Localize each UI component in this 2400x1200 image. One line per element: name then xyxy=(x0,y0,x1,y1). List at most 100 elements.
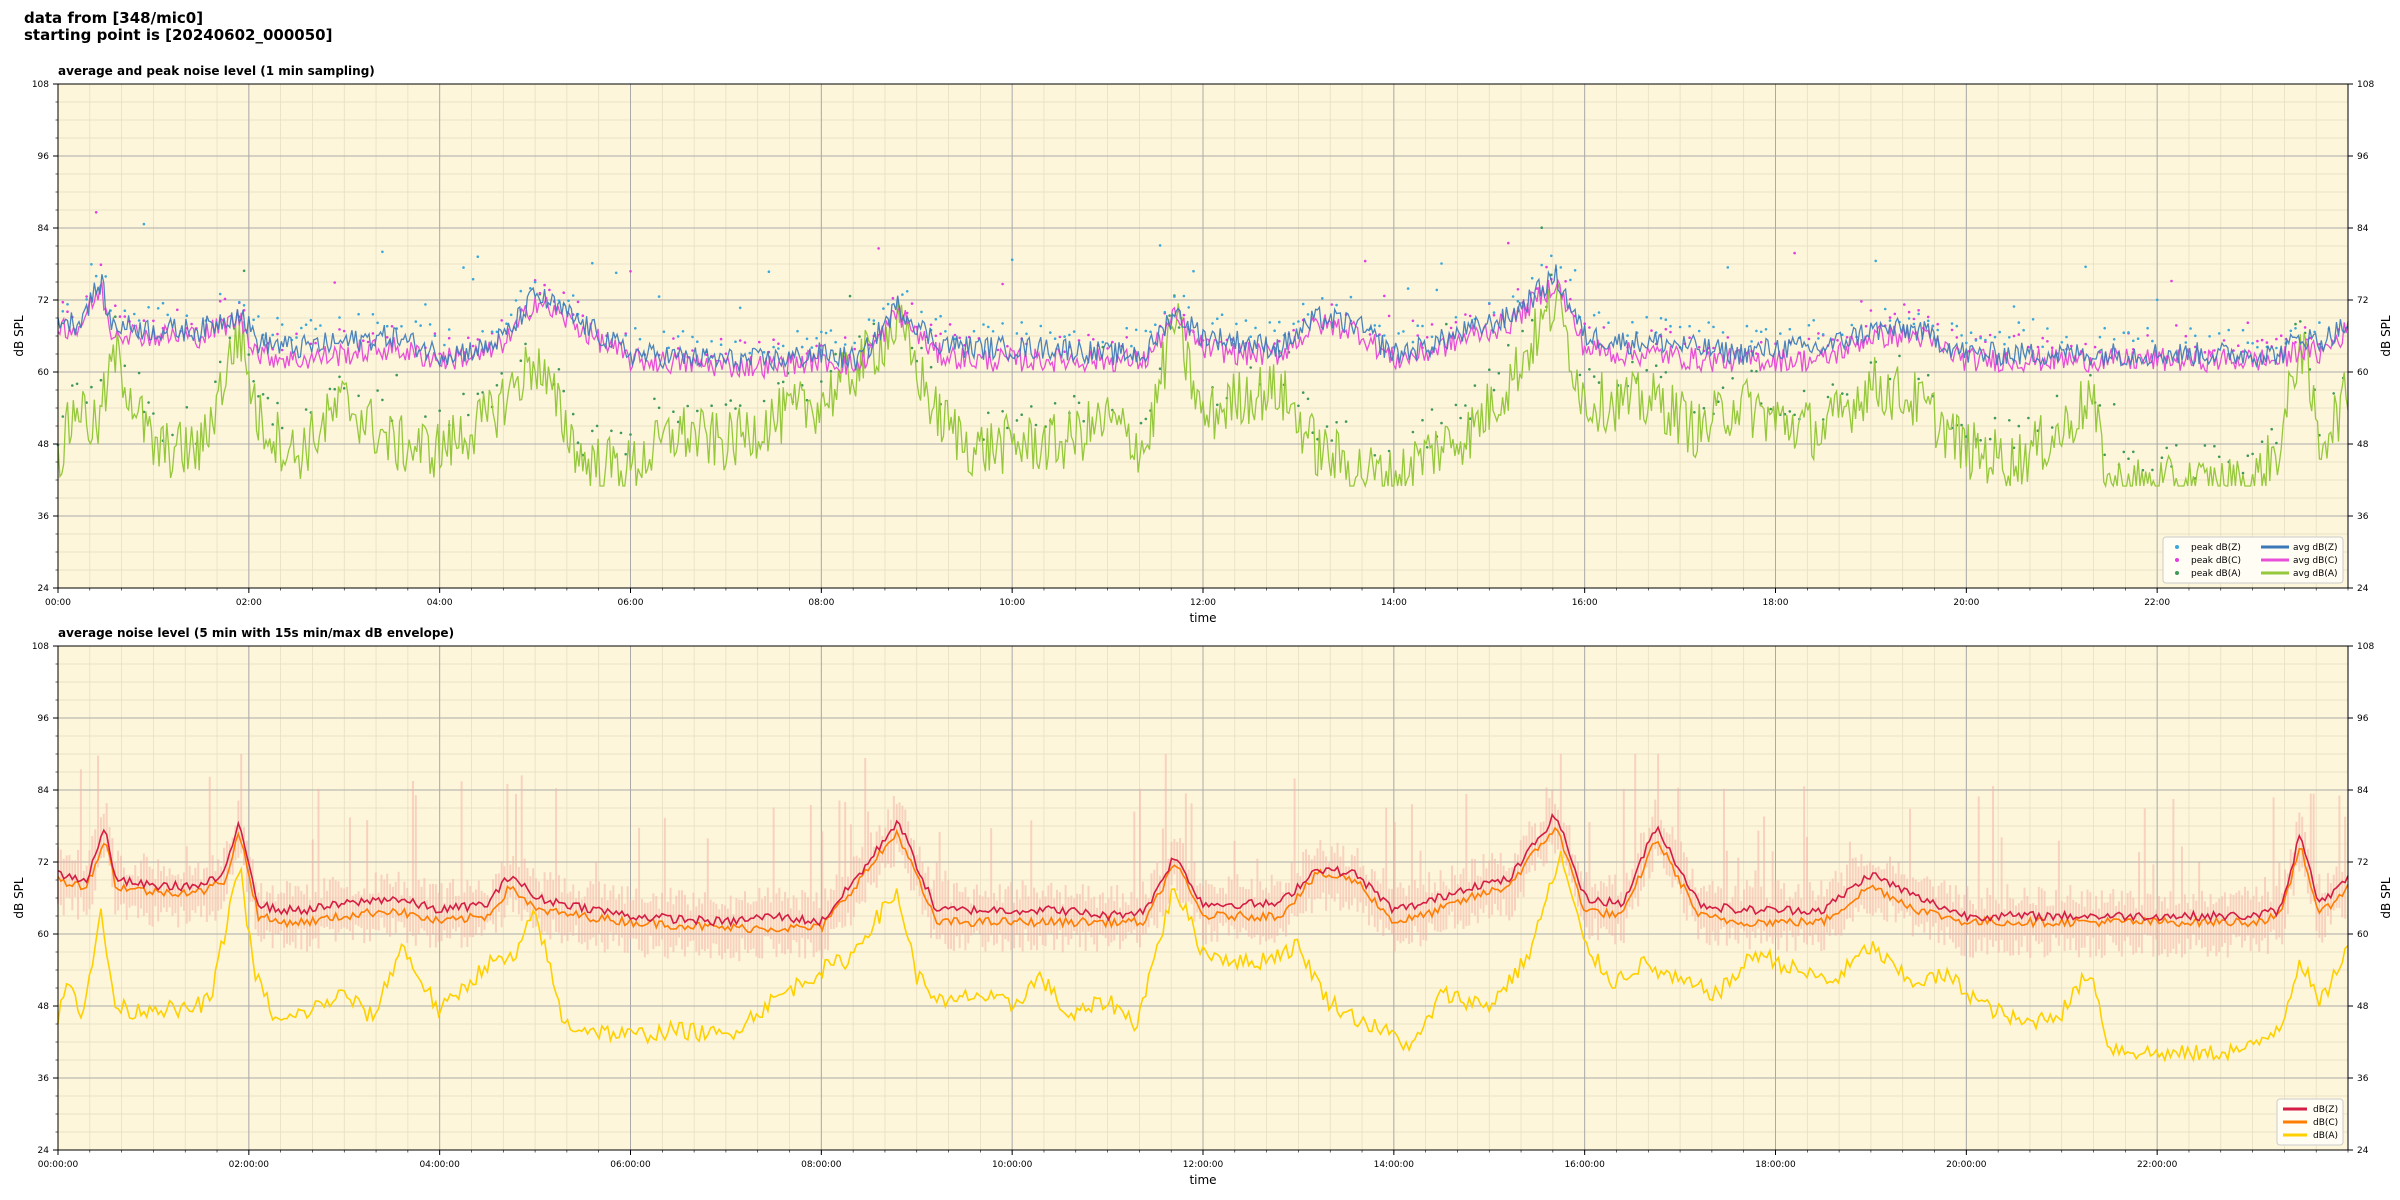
peak-c-point xyxy=(1955,336,1959,339)
peak-z-point xyxy=(886,302,890,306)
peak-z-point xyxy=(1788,327,1792,331)
peak-a-point xyxy=(2103,453,2106,457)
peak-a-point xyxy=(1053,402,1057,405)
peak-z-point xyxy=(147,306,150,309)
peak-z-point xyxy=(1721,331,1725,334)
peak-a-point xyxy=(1492,388,1496,392)
peak-z-point xyxy=(1001,322,1004,325)
peak-a-point xyxy=(2160,456,2164,460)
peak-z-point xyxy=(1664,318,1668,322)
peak-c-point xyxy=(581,314,585,318)
peak-z-point xyxy=(2136,337,2140,341)
y-tick-label: 96 xyxy=(38,714,50,724)
peak-z-point xyxy=(667,346,670,350)
peak-z-point xyxy=(1974,339,1978,342)
peak-c-point xyxy=(939,332,942,336)
peak-z-point xyxy=(2155,298,2159,302)
peak-c-point xyxy=(1411,319,1415,323)
peak-z-point xyxy=(1373,324,1377,327)
peak-a-point xyxy=(1540,226,1543,229)
peak-z-point xyxy=(1645,315,1648,319)
peak-z-point xyxy=(1631,320,1634,324)
peak-z-point xyxy=(1306,313,1310,316)
major-grid xyxy=(57,83,2348,589)
peak-z-point xyxy=(257,315,260,318)
peak-a-point xyxy=(1841,392,1844,395)
peak-c-point xyxy=(843,336,847,339)
peak-z-point xyxy=(462,266,465,269)
peak-a-point xyxy=(1831,383,1835,386)
peak-z-point xyxy=(2103,326,2106,330)
peak-a-point xyxy=(1168,314,1171,317)
y-tick-label: 108 xyxy=(2357,642,2374,652)
peak-z-point xyxy=(1068,333,1071,337)
peak-z-point xyxy=(1383,334,1386,337)
peak-z-point xyxy=(1154,323,1157,327)
y-tick-label: 48 xyxy=(38,440,50,450)
peak-z-point xyxy=(2275,346,2278,350)
peak-z-point xyxy=(1421,324,1424,328)
peak-z-point xyxy=(376,321,379,325)
peak-a-point xyxy=(1645,368,1648,372)
peak-z-point xyxy=(1883,307,1887,311)
peak-c-point xyxy=(176,308,179,312)
peak-z-point xyxy=(1134,328,1138,332)
x-axis-label: time xyxy=(1189,611,1216,625)
peak-c-point xyxy=(1001,282,1004,286)
y-tick-label: 96 xyxy=(2357,714,2369,724)
peak-a-point xyxy=(1006,426,1009,430)
peak-a-point xyxy=(1459,416,1462,420)
peak-z-point xyxy=(1659,316,1663,320)
peak-a-point xyxy=(2213,444,2216,448)
peak-z-point xyxy=(1979,336,1982,340)
peak-c-point xyxy=(738,339,742,342)
y-tick-label: 108 xyxy=(32,80,49,90)
peak-z-point xyxy=(1049,331,1052,334)
peak-z-point xyxy=(1182,294,1186,298)
peak-z-point xyxy=(939,314,942,318)
peak-c-point xyxy=(1669,330,1672,334)
peak-z-point xyxy=(252,318,255,322)
y-tick-label: 84 xyxy=(2357,786,2369,796)
x-axis-label: time xyxy=(1189,1173,1216,1187)
chart-title: average and peak noise level (1 min samp… xyxy=(58,64,375,78)
x-tick-label: 04:00:00 xyxy=(419,1160,460,1170)
peak-z-point xyxy=(2227,328,2230,332)
y-tick-label: 48 xyxy=(2357,1002,2369,1012)
peak-z-point xyxy=(519,289,523,293)
peak-c-point xyxy=(114,304,117,308)
peak-z-point xyxy=(1063,335,1066,338)
peak-z-point xyxy=(424,303,427,306)
peak-a-point xyxy=(1664,371,1668,374)
peak-z-point xyxy=(843,343,847,346)
peak-z-point xyxy=(781,344,785,348)
peak-a-point xyxy=(762,399,766,403)
peak-a-point xyxy=(2132,450,2135,454)
peak-z-point xyxy=(1220,313,1224,317)
peak-c-point xyxy=(758,340,761,344)
peak-c-point xyxy=(877,247,880,250)
peak-c-point xyxy=(385,336,389,339)
peak-a-point xyxy=(848,294,852,298)
peak-a-point xyxy=(1306,397,1310,401)
peak-z-point xyxy=(567,299,570,303)
peak-a-point xyxy=(2050,426,2054,429)
x-tick-label: 18:00:00 xyxy=(1755,1160,1796,1170)
peak-c-point xyxy=(2194,345,2197,349)
chart-panel-2: 24 24 36 36 48 48 60 60 72 72 84 84 96 96 108 108 00:00:… xyxy=(12,626,2393,1187)
x-tick-label: 06:00 xyxy=(618,598,644,608)
peak-z-point xyxy=(2251,342,2254,345)
peak-z-point xyxy=(156,307,160,310)
y-tick-label: 84 xyxy=(38,224,50,234)
peak-z-point xyxy=(853,341,856,345)
peak-c-point xyxy=(996,348,1000,352)
peak-a-point xyxy=(1139,421,1143,425)
legend-label: avg dB(Z) xyxy=(2293,543,2338,553)
peak-a-point xyxy=(1020,413,1023,417)
peak-a-point xyxy=(696,409,699,413)
peak-z-point xyxy=(872,319,876,322)
peak-c-point xyxy=(533,279,537,282)
peak-c-point xyxy=(719,337,723,341)
peak-z-point xyxy=(2003,342,2006,346)
peak-c-point xyxy=(476,338,480,341)
